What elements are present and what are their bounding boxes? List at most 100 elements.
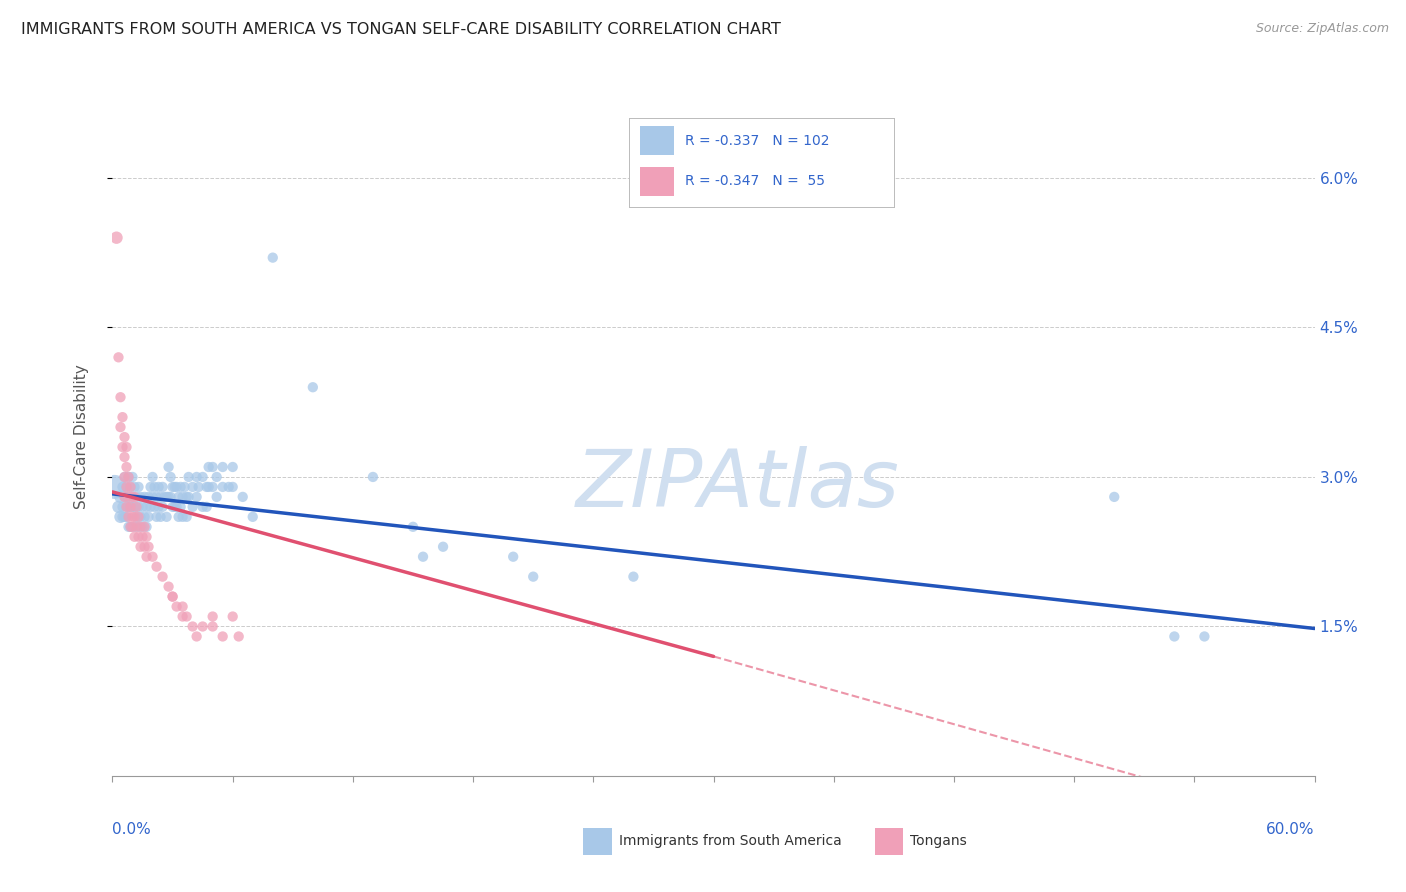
Point bbox=[131, 530, 153, 544]
Point bbox=[211, 460, 233, 475]
Point bbox=[195, 500, 218, 514]
Point bbox=[115, 480, 138, 494]
Point bbox=[162, 500, 184, 514]
Point bbox=[134, 540, 156, 554]
Point bbox=[242, 509, 264, 524]
Point bbox=[211, 480, 233, 494]
Point bbox=[181, 619, 204, 633]
Point bbox=[120, 480, 142, 494]
Text: Immigrants from South America: Immigrants from South America bbox=[619, 834, 841, 848]
Point bbox=[107, 500, 129, 514]
Point bbox=[103, 480, 125, 494]
Text: 60.0%: 60.0% bbox=[1267, 822, 1315, 837]
Point bbox=[138, 509, 160, 524]
Point bbox=[222, 609, 245, 624]
Point bbox=[135, 500, 157, 514]
Point bbox=[128, 500, 150, 514]
Text: Tongans: Tongans bbox=[910, 834, 966, 848]
Point bbox=[143, 480, 166, 494]
Point bbox=[262, 251, 284, 265]
Point bbox=[120, 520, 142, 534]
Point bbox=[166, 480, 188, 494]
Point bbox=[124, 509, 146, 524]
Point bbox=[163, 500, 186, 514]
Point bbox=[115, 460, 138, 475]
Point bbox=[522, 569, 544, 583]
Point bbox=[402, 520, 425, 534]
Point bbox=[201, 609, 224, 624]
Point bbox=[134, 509, 156, 524]
Point bbox=[181, 480, 204, 494]
Point bbox=[121, 520, 143, 534]
Point bbox=[172, 509, 194, 524]
Point bbox=[114, 509, 136, 524]
Point bbox=[111, 480, 134, 494]
Bar bbox=[640, 127, 675, 155]
Point bbox=[159, 470, 181, 484]
Point bbox=[228, 630, 250, 644]
Point bbox=[166, 599, 188, 614]
Point bbox=[201, 460, 224, 475]
Point bbox=[117, 470, 139, 484]
Point bbox=[107, 351, 129, 365]
Point bbox=[115, 500, 138, 514]
Point bbox=[149, 509, 172, 524]
Point bbox=[121, 490, 143, 504]
Point bbox=[121, 490, 143, 504]
Point bbox=[1194, 630, 1216, 644]
Point bbox=[155, 509, 177, 524]
Point bbox=[120, 480, 142, 494]
Point bbox=[139, 500, 162, 514]
Point bbox=[125, 500, 148, 514]
Point bbox=[105, 230, 128, 244]
Point bbox=[152, 480, 174, 494]
Bar bbox=[640, 167, 675, 196]
Point bbox=[232, 490, 254, 504]
Point bbox=[129, 490, 152, 504]
Point bbox=[111, 440, 134, 454]
Point bbox=[201, 480, 224, 494]
Point bbox=[114, 470, 136, 484]
Point bbox=[115, 480, 138, 494]
Point bbox=[176, 509, 198, 524]
Point bbox=[159, 490, 181, 504]
Point bbox=[121, 470, 143, 484]
Point bbox=[111, 500, 134, 514]
Point bbox=[111, 509, 134, 524]
Text: R = -0.347   N =  55: R = -0.347 N = 55 bbox=[685, 175, 825, 188]
Point bbox=[197, 480, 219, 494]
Point bbox=[120, 500, 142, 514]
Point bbox=[186, 490, 208, 504]
Point bbox=[135, 549, 157, 564]
Point bbox=[162, 590, 184, 604]
Point bbox=[141, 549, 163, 564]
Point bbox=[412, 549, 434, 564]
Point bbox=[131, 500, 153, 514]
Point bbox=[110, 390, 132, 404]
Point bbox=[117, 520, 139, 534]
Point bbox=[124, 500, 146, 514]
Point bbox=[125, 509, 148, 524]
Point bbox=[128, 530, 150, 544]
Point bbox=[128, 520, 150, 534]
Point bbox=[177, 490, 200, 504]
Point bbox=[129, 509, 152, 524]
Point bbox=[157, 460, 180, 475]
Point bbox=[114, 430, 136, 444]
Point bbox=[211, 630, 233, 644]
Point bbox=[152, 569, 174, 583]
Point bbox=[166, 500, 188, 514]
Point bbox=[177, 470, 200, 484]
Point bbox=[114, 450, 136, 464]
Point bbox=[205, 490, 228, 504]
Point bbox=[138, 490, 160, 504]
Point bbox=[145, 490, 167, 504]
Point bbox=[173, 480, 195, 494]
Point bbox=[167, 490, 190, 504]
Point bbox=[172, 599, 194, 614]
Point bbox=[186, 630, 208, 644]
Point bbox=[115, 440, 138, 454]
Point bbox=[138, 540, 160, 554]
Point bbox=[152, 500, 174, 514]
Point bbox=[201, 619, 224, 633]
